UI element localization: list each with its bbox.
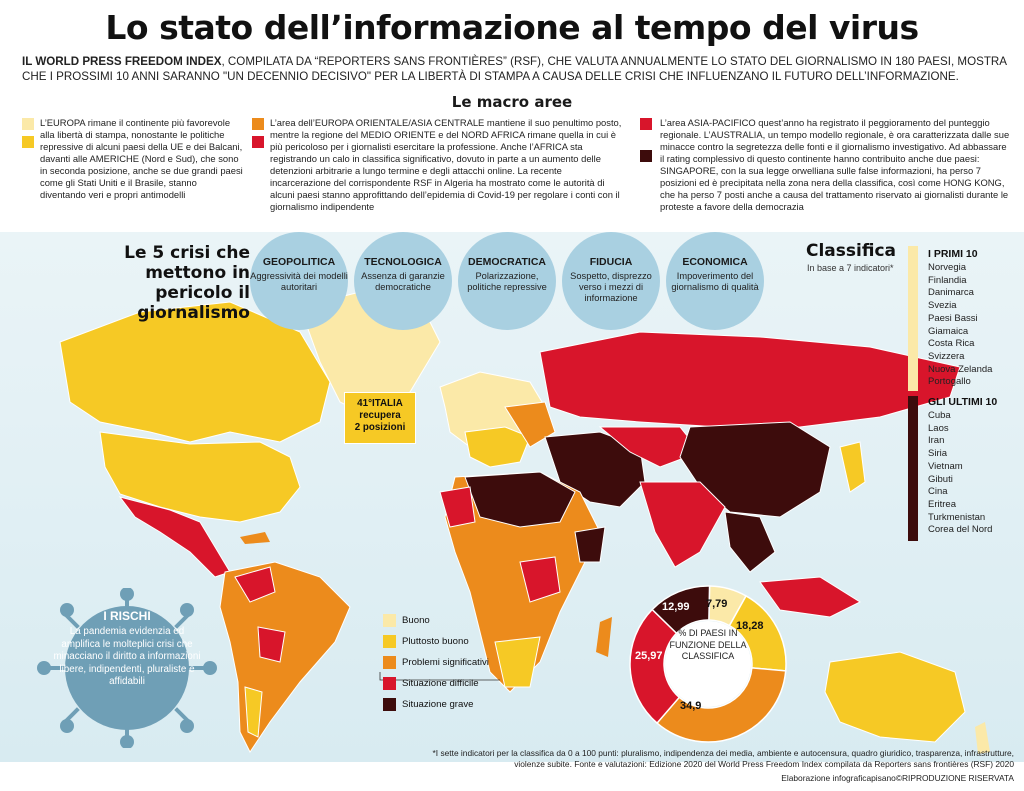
page-title: Lo stato dell’informazione al tempo del … (105, 8, 919, 47)
legend-swatch (383, 614, 396, 627)
list-item: Portogallo (928, 376, 971, 388)
donut-slice-problemi (655, 667, 787, 743)
italia-text-2: 2 posizioni (354, 422, 406, 433)
swatch-difficile-asia (640, 118, 652, 130)
legend-label: Buono (402, 615, 430, 626)
list-item: Svizzera (928, 350, 965, 362)
rischi-text: La pandemia evidenzia ed amplifica le mo… (53, 626, 201, 687)
list-item: Laos (928, 422, 949, 434)
crisis-desc: Sospetto, disprezzo verso i mezzi di inf… (570, 271, 652, 303)
list-item: Siria (928, 448, 948, 460)
list-item: Vietnam (928, 460, 963, 472)
subtitle: IL WORLD PRESS FREEDOM INDEX, COMPILATA … (22, 54, 1007, 84)
legend-label: Problemi significativi (402, 657, 489, 668)
italia-callout: 41°ITALIA recupera 2 posizioni (344, 392, 416, 444)
list-item: Giamaica (928, 325, 969, 337)
footnote: *I sette indicatori per la classifica da… (432, 748, 1014, 769)
donut-label-pluttosto-buono: 18,28 (736, 620, 764, 632)
crisis-title: GEOPOLITICA (262, 256, 336, 268)
top-ten-bar (908, 246, 918, 391)
donut-label-buono: 7,79 (706, 598, 728, 610)
world-map-svg (59, 291, 990, 754)
virus-icon (37, 588, 217, 748)
crisis-title: TECNOLOGICA (364, 256, 442, 268)
bottom-ten-bar (908, 396, 918, 541)
legend-label: Pluttosto buono (402, 636, 469, 647)
list-item: Nuova Zelanda (928, 363, 993, 375)
legend-label: Situazione grave (402, 699, 474, 710)
macro-areas-title: Le macro aree (451, 93, 573, 111)
subtitle-text: , COMPILATA DA “REPORTERS SANS FRONTIÈRE… (22, 55, 1007, 83)
legend-item-problemi: Problemi significativi (383, 656, 513, 670)
rischi-title: I RISCHI (103, 609, 151, 623)
legend-item-grave: Situazione grave (383, 698, 513, 712)
list-item: Turkmenistan (928, 511, 986, 523)
list-item: Gibuti (928, 473, 953, 485)
crisis-democratica: DEMOCRATICA Polarizzazione, politiche re… (458, 232, 556, 330)
crisis-heading: Le 5 crisi che mettono in pericolo il gi… (124, 243, 250, 323)
legend-swatch (383, 656, 396, 669)
list-item: Danimarca (928, 287, 974, 299)
donut-label-difficile: 25,97 (635, 650, 663, 662)
legend-label: Situazione difficile (402, 678, 479, 689)
area-est-text: L’area dell’EUROPA ORIENTALE/ASIA CENTRA… (270, 117, 622, 212)
crisis-geopolitica: GEOPOLITICA Aggressività dei modelli aut… (250, 232, 348, 330)
list-item: Paesi Bassi (928, 312, 978, 324)
top-ten-label: I PRIMI 10 (928, 248, 978, 260)
list-item: Norvegia (928, 262, 967, 273)
crisis-title: ECONOMICA (682, 256, 748, 268)
swatch-pluttosto-buono (22, 136, 34, 148)
legend-item-buono: Buono (383, 614, 513, 628)
donut-hole (665, 621, 751, 707)
area-asia-text: L’area ASIA-PACIFICO quest’anno ha regis… (660, 117, 1010, 212)
crisis-desc: Assenza di garanzie democratiche (361, 271, 445, 292)
list-item: Iran (928, 435, 945, 447)
crisis-title: FIDUCIA (589, 256, 633, 268)
swatch-buono (22, 118, 34, 130)
crisis-desc: Polarizzazione, politiche repressive (467, 271, 547, 292)
crisis-title: DEMOCRATICA (468, 256, 546, 268)
list-item: Eritrea (928, 498, 956, 510)
legend-item-difficile: Situazione difficile (383, 677, 513, 691)
credit: Elaborazione infograficapisano©RIPRODUZI… (781, 773, 1014, 783)
list-item: Cuba (928, 410, 951, 421)
list-item: Svezia (928, 300, 957, 312)
italia-text-1: recupera (359, 410, 401, 421)
swatch-problemi (252, 118, 264, 130)
bottom-ten-label: GLI ULTIMI 10 (928, 396, 998, 408)
legend-swatch (383, 698, 396, 711)
list-item: Costa Rica (928, 338, 975, 350)
donut-center-label: % DI PAESI IN FUNZIONE DELLA CLASSIFICA (669, 628, 747, 661)
classifica-title: Classifica (806, 241, 896, 261)
legend-swatch (383, 677, 396, 690)
legend-swatch (383, 635, 396, 648)
classifica-subtitle: In base a 7 indicatori* (807, 263, 894, 273)
donut-slice-grave (651, 585, 711, 635)
bottom-ten-list: Cuba Laos Iran Siria Vietnam Gibuti Cina… (928, 410, 992, 537)
crisis-desc: Impoverimento del giornalismo di qualità (671, 271, 759, 292)
crisis-desc: Aggressività dei modelli autoritari (250, 271, 348, 292)
area-europa-text: L’EUROPA rimane il continente più favore… (40, 117, 243, 200)
list-item: Cina (928, 486, 948, 498)
italia-rank: 41°ITALIA (357, 398, 403, 409)
crisis-economica: ECONOMICA Impoverimento del giornalismo … (666, 232, 764, 330)
crisis-tecnologica: TECNOLOGICA Assenza di garanzie democrat… (354, 232, 452, 330)
subtitle-bold: IL WORLD PRESS FREEDOM INDEX (22, 55, 222, 68)
list-item: Corea del Nord (928, 524, 993, 536)
legend-item-pluttosto-buono: Pluttosto buono (383, 635, 513, 649)
swatch-grave (640, 150, 652, 162)
donut-slice-difficile (629, 608, 681, 725)
swatch-difficile (252, 136, 264, 148)
donut-label-problemi: 34,9 (680, 700, 702, 712)
donut-label-grave: 12,99 (662, 601, 690, 613)
list-item: Finlandia (928, 274, 967, 286)
top-ten-list: Norvegia Finlandia Danimarca Svezia Paes… (928, 262, 992, 389)
donut-chart (629, 585, 787, 743)
crisis-fiducia: FIDUCIA Sospetto, disprezzo verso i mezz… (562, 232, 660, 330)
